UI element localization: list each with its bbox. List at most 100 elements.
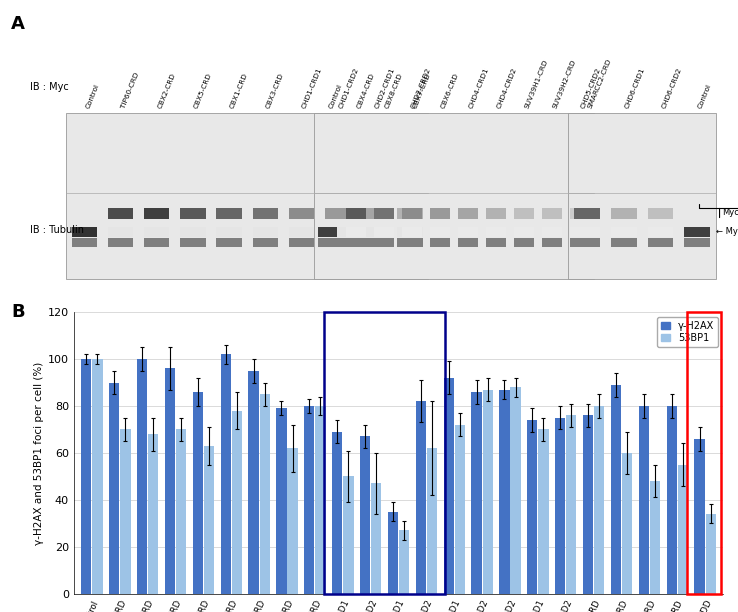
Bar [574,226,599,237]
Bar [361,238,387,247]
Bar [252,238,278,247]
Bar [180,207,206,219]
Text: CHD2-CRD1: CHD2-CRD1 [373,67,396,110]
Bar [387,512,398,594]
Bar [542,238,562,247]
Bar [165,368,175,594]
Bar [514,207,534,219]
Bar [108,238,134,247]
Text: IB : Tubulin: IB : Tubulin [30,225,83,236]
Bar [374,238,393,247]
Bar [694,439,705,594]
Bar [430,226,449,237]
Bar [289,238,314,247]
Text: CHD4-CRD2: CHD4-CRD2 [496,67,518,110]
Bar [458,226,477,237]
Bar [555,418,565,594]
Bar [686,312,721,594]
Bar [252,226,278,237]
Bar [486,207,506,219]
Bar [346,238,365,247]
Bar [287,448,297,594]
Bar [611,238,637,247]
Bar [399,530,410,594]
Bar [92,359,103,594]
Bar [72,226,97,237]
Text: CBX1-CRD: CBX1-CRD [230,72,249,110]
Bar [108,207,134,219]
Bar [374,226,393,237]
Bar [216,207,242,219]
Text: CBX4-CRD: CBX4-CRD [356,72,376,110]
Text: CHD6-CRD1: CHD6-CRD1 [624,67,646,110]
Bar [542,226,562,237]
Text: CBX5-CRD: CBX5-CRD [193,72,213,110]
Text: Control: Control [328,83,343,110]
Bar [594,406,604,594]
Bar [249,371,259,594]
Bar [176,430,186,594]
Text: Control: Control [697,83,713,110]
Bar [527,420,537,594]
Bar [483,390,493,594]
Bar [583,416,593,594]
Bar [260,394,270,594]
Bar [486,226,506,237]
Bar [144,238,170,247]
Bar [397,226,423,237]
Bar [276,408,286,594]
Text: IB : Myc: IB : Myc [30,81,69,92]
Bar [638,406,649,594]
Bar [397,238,423,247]
Bar [685,238,710,247]
Bar [444,378,454,594]
Bar [649,481,660,594]
Text: CBX7-CRD: CBX7-CRD [412,72,432,110]
Bar [144,207,170,219]
Bar [343,476,354,594]
Text: ← Myc-GFP: ← Myc-GFP [716,227,738,236]
Text: SMARCC2-CRD: SMARCC2-CRD [587,58,613,110]
Bar [500,390,510,594]
Text: CHD4-CRD1: CHD4-CRD1 [468,67,490,110]
Bar [570,207,590,219]
Bar [318,226,337,237]
Bar [458,207,477,219]
Bar [647,226,673,237]
Bar [72,238,97,247]
Text: Myc-GFP-CRD: Myc-GFP-CRD [722,208,738,217]
Bar [180,226,206,237]
Bar [455,425,465,594]
Bar [568,113,716,279]
Legend: γ-H2AX, 53BP1: γ-H2AX, 53BP1 [657,317,718,347]
Bar [611,207,637,219]
Bar [204,446,214,594]
Bar [611,385,621,594]
Bar [144,226,170,237]
Bar [371,483,382,594]
Bar [66,113,428,279]
Bar [332,432,342,594]
Bar [108,226,134,237]
Bar [137,359,148,594]
Text: SUV39H1-CRD: SUV39H1-CRD [524,59,549,110]
Bar [685,226,710,237]
Bar [397,207,423,219]
Bar [647,238,673,247]
Bar [677,465,688,594]
Bar [647,207,673,219]
Bar [570,238,590,247]
Bar [216,226,242,237]
Bar [109,382,120,594]
Bar [538,430,548,594]
Bar [430,238,449,247]
Bar [148,434,159,594]
Bar [325,226,351,237]
Text: CHD1-CRD2: CHD1-CRD2 [338,67,359,110]
Bar [324,312,445,594]
Text: CHD1-CRD1: CHD1-CRD1 [302,67,323,110]
Bar [289,226,314,237]
Y-axis label: γ-H2AX and 53BP1 foci per cell (%): γ-H2AX and 53BP1 foci per cell (%) [34,361,44,545]
Bar [622,453,632,594]
Bar [374,207,393,219]
